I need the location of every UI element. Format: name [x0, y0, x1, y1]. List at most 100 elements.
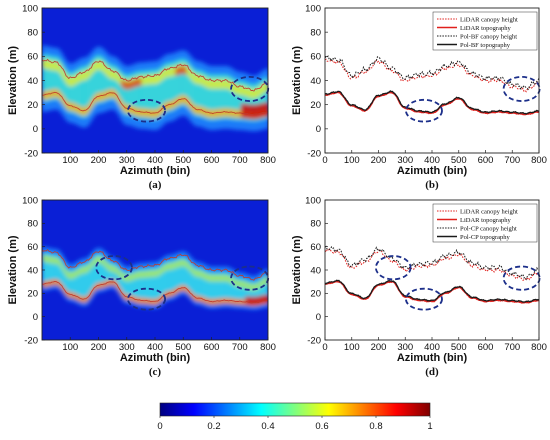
series-line-3 — [325, 279, 539, 303]
heat-cell — [170, 100, 174, 109]
heat-cell — [213, 79, 217, 89]
x-tick-label: 500 — [451, 155, 467, 166]
heat-cell — [168, 260, 172, 291]
heat-cell — [48, 60, 52, 70]
heat-cell — [225, 79, 228, 89]
heat-cell — [164, 68, 167, 79]
heat-cell — [139, 271, 143, 279]
heat-cell — [125, 272, 129, 295]
x-tick-label: 400 — [424, 155, 440, 166]
heat-cell — [249, 104, 253, 120]
heat-cell — [82, 266, 86, 274]
heat-cell — [238, 80, 242, 121]
highlight-ellipse — [95, 255, 133, 281]
heat-cell — [209, 74, 213, 121]
heat-cell — [51, 279, 54, 286]
heat-cell — [184, 59, 188, 107]
heat-cell — [152, 299, 156, 305]
colorbar: 0 0.2 0.4 0.6 0.8 1 — [157, 402, 433, 432]
heat-cell — [225, 272, 228, 299]
x-tick-label: 600 — [204, 155, 220, 166]
heat-cell — [261, 277, 265, 299]
heat-cell — [155, 299, 158, 305]
y-tick-label: 60 — [310, 242, 321, 253]
heat-cell — [107, 279, 111, 286]
heat-cell — [91, 257, 95, 288]
heat-cell — [93, 284, 97, 291]
overlay-topo-line — [42, 91, 268, 116]
heat-cell — [64, 73, 68, 83]
heat-cell — [87, 264, 91, 272]
heat-cell — [173, 261, 176, 269]
y-tick-label: 60 — [310, 52, 321, 63]
heat-cell — [87, 104, 91, 113]
x-tick-label: 500 — [175, 155, 191, 166]
heat-cell — [191, 266, 195, 274]
heat-cell — [127, 294, 131, 301]
panel-caption: (a) — [149, 179, 162, 191]
heat-cell — [87, 262, 91, 295]
heat-cell — [107, 67, 111, 78]
heat-cell — [179, 257, 183, 286]
y-axis-label: Elevation (m) — [291, 235, 303, 304]
heat-cell — [263, 102, 267, 118]
highlight-ellipse — [127, 98, 167, 123]
heat-cell — [64, 68, 68, 111]
heat-cell — [66, 75, 70, 86]
y-tick-label: 80 — [27, 27, 38, 38]
heat-cell — [55, 257, 59, 265]
heat-cell — [66, 101, 70, 110]
heat-cell — [197, 295, 201, 302]
heat-cell — [177, 286, 181, 293]
heat-cell — [157, 266, 161, 299]
heat-cell — [209, 274, 213, 282]
heat-cell — [159, 296, 163, 303]
heat-cell — [229, 298, 233, 305]
heat-cell — [80, 264, 84, 297]
x-tick-label: 400 — [147, 155, 163, 166]
heat-cell — [82, 70, 86, 81]
y-axis-label: Elevation (m) — [7, 46, 19, 115]
heat-cell — [143, 70, 147, 120]
heat-cell — [206, 73, 210, 120]
heat-cell — [139, 297, 143, 304]
heat-cell — [191, 66, 195, 114]
heat-cell — [96, 92, 100, 102]
panel-a: 100 200 300 400 500 600 700 800 -20 0 20 40 60 80 100 A… — [7, 3, 276, 191]
heat-cell — [53, 89, 57, 98]
heat-cell — [161, 65, 165, 116]
x-tick-label: 100 — [62, 155, 78, 166]
heat-cell — [220, 274, 224, 282]
heat-cell — [143, 75, 147, 86]
heat-cell — [195, 69, 199, 117]
heat-cell — [57, 258, 61, 266]
heat-cell — [238, 109, 242, 118]
heat-cell — [46, 90, 50, 99]
heat-cell — [256, 82, 260, 122]
heat-cell — [152, 74, 156, 85]
heat-cell — [134, 79, 138, 88]
heat-cell — [245, 104, 249, 119]
heat-cell — [173, 61, 176, 111]
heat-cell — [73, 268, 77, 294]
heat-cell — [225, 74, 228, 120]
heat-cell — [263, 82, 267, 93]
heat-cell — [213, 299, 217, 305]
heat-cell — [103, 281, 106, 288]
heat-cell — [78, 268, 82, 276]
panel-c: 100 200 300 400 500 600 700 800 -20 0 20 40 60 80 100 A… — [7, 195, 276, 378]
heat-cell — [193, 104, 197, 114]
heat-cell — [231, 275, 235, 299]
heat-cell — [265, 76, 268, 120]
heat-cell — [69, 270, 72, 293]
y-tick-label: 20 — [27, 289, 38, 300]
y-axis-label: Elevation (m) — [291, 46, 303, 115]
heat-cell — [216, 298, 219, 305]
x-axis-label: Azimuth (bin) — [397, 352, 468, 364]
heat-cell — [157, 108, 161, 117]
colorbar-gradient — [159, 402, 431, 417]
heat-cell — [218, 79, 222, 89]
heat-cell — [184, 95, 188, 105]
